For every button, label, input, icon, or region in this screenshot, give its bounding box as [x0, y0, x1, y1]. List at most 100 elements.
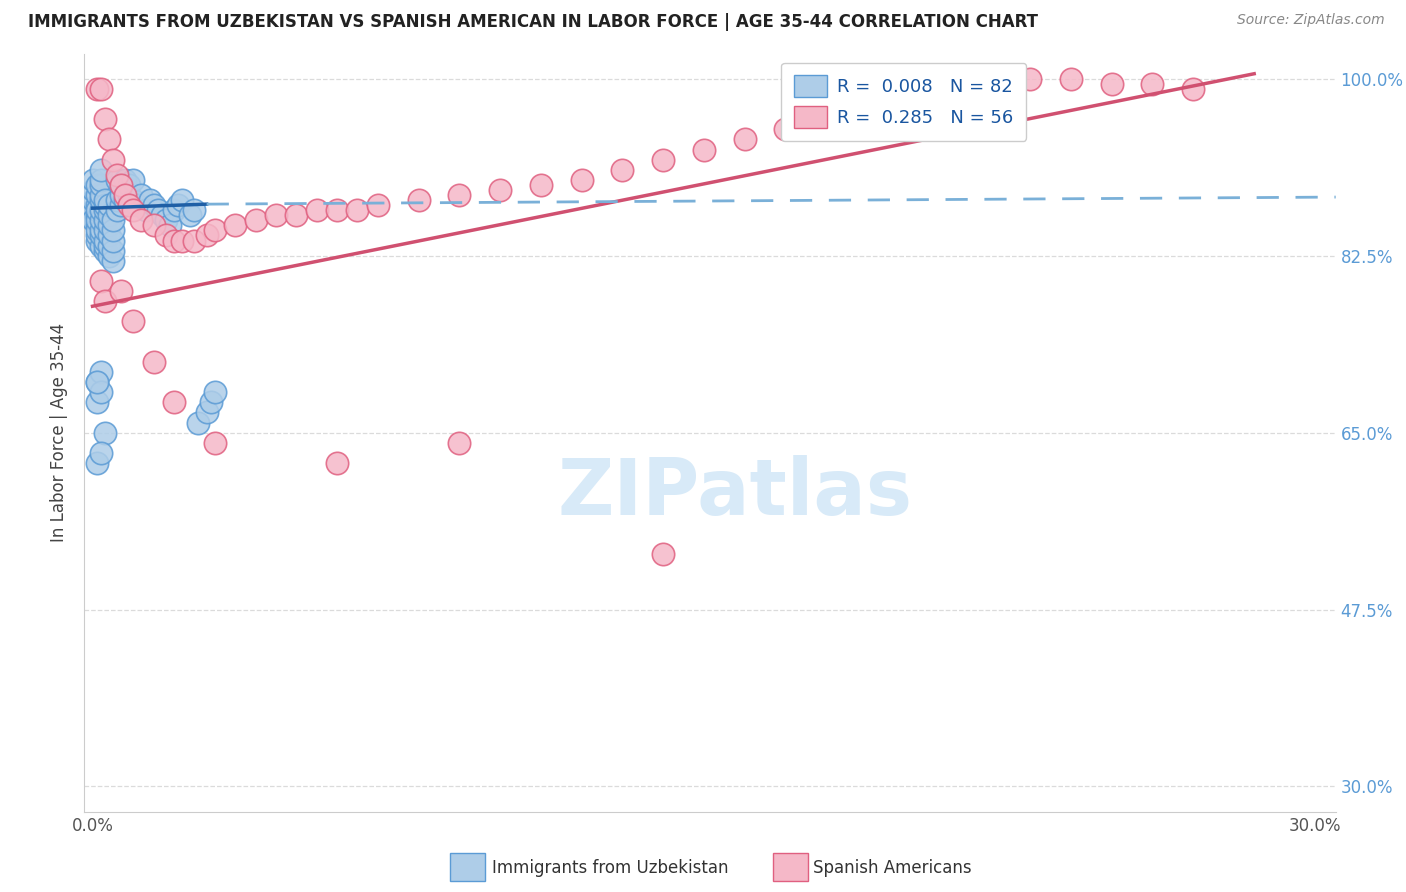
- Y-axis label: In Labor Force | Age 35-44: In Labor Force | Age 35-44: [51, 323, 69, 542]
- Point: [97, 132, 120, 146]
- Point: [90, 223, 112, 237]
- Point: [122, 193, 145, 207]
- Point: [93, 294, 115, 309]
- Point: [449, 188, 471, 202]
- Point: [1019, 71, 1042, 86]
- Point: [86, 208, 108, 222]
- Point: [264, 208, 287, 222]
- Point: [93, 112, 115, 127]
- Point: [114, 193, 136, 207]
- Point: [86, 82, 108, 96]
- Point: [346, 203, 368, 218]
- Point: [489, 183, 512, 197]
- Point: [90, 446, 112, 460]
- Point: [97, 208, 120, 222]
- Point: [122, 314, 145, 328]
- Point: [90, 203, 112, 218]
- Point: [146, 203, 169, 218]
- Point: [110, 198, 132, 212]
- Point: [86, 198, 108, 212]
- Point: [172, 234, 194, 248]
- Point: [86, 213, 108, 227]
- Point: [93, 193, 115, 207]
- Point: [612, 162, 634, 177]
- Point: [110, 178, 132, 192]
- Point: [195, 228, 218, 243]
- Point: [90, 188, 112, 202]
- Point: [897, 92, 920, 106]
- Point: [101, 223, 124, 237]
- Point: [571, 173, 593, 187]
- Point: [101, 253, 124, 268]
- Point: [105, 168, 128, 182]
- Point: [93, 244, 115, 258]
- Point: [134, 203, 156, 218]
- Text: IMMIGRANTS FROM UZBEKISTAN VS SPANISH AMERICAN IN LABOR FORCE | AGE 35-44 CORREL: IMMIGRANTS FROM UZBEKISTAN VS SPANISH AM…: [28, 13, 1038, 31]
- Point: [110, 178, 132, 192]
- Point: [204, 223, 226, 237]
- Point: [142, 219, 165, 233]
- Point: [90, 162, 112, 177]
- Point: [326, 456, 349, 470]
- Point: [183, 203, 205, 218]
- Point: [93, 425, 115, 440]
- Point: [367, 198, 389, 212]
- Point: [86, 223, 108, 237]
- Point: [93, 213, 115, 227]
- Point: [305, 203, 328, 218]
- Point: [155, 213, 177, 227]
- Point: [101, 244, 124, 258]
- Point: [86, 375, 108, 389]
- Point: [856, 102, 879, 116]
- Point: [90, 274, 112, 288]
- Point: [1060, 71, 1083, 86]
- Point: [97, 249, 120, 263]
- Point: [652, 153, 675, 167]
- Point: [163, 203, 186, 218]
- Point: [86, 228, 108, 243]
- Point: [167, 198, 190, 212]
- Point: [105, 203, 128, 218]
- Point: [285, 208, 308, 222]
- Point: [86, 188, 108, 202]
- Point: [652, 547, 675, 561]
- Text: ZIPatlas: ZIPatlas: [558, 455, 912, 532]
- Point: [224, 219, 246, 233]
- Point: [90, 228, 112, 243]
- Point: [82, 203, 104, 218]
- Point: [127, 198, 149, 212]
- Point: [163, 234, 186, 248]
- Point: [122, 203, 145, 218]
- Point: [530, 178, 553, 192]
- Point: [86, 178, 108, 192]
- Point: [142, 198, 165, 212]
- Text: Immigrants from Uzbekistan: Immigrants from Uzbekistan: [492, 859, 728, 877]
- Point: [93, 223, 115, 237]
- Point: [118, 178, 141, 192]
- Point: [90, 365, 112, 379]
- Point: [1182, 82, 1205, 96]
- Point: [86, 203, 108, 218]
- Point: [97, 219, 120, 233]
- Point: [693, 143, 716, 157]
- Point: [195, 405, 218, 419]
- Text: Spanish Americans: Spanish Americans: [813, 859, 972, 877]
- Point: [90, 193, 112, 207]
- Point: [326, 203, 349, 218]
- Text: Source: ZipAtlas.com: Source: ZipAtlas.com: [1237, 13, 1385, 28]
- Point: [86, 234, 108, 248]
- Point: [734, 132, 756, 146]
- Point: [155, 228, 177, 243]
- Point: [90, 82, 112, 96]
- Point: [163, 395, 186, 409]
- Point: [187, 416, 209, 430]
- Point: [90, 178, 112, 192]
- Point: [110, 188, 132, 202]
- Point: [93, 238, 115, 252]
- Point: [93, 234, 115, 248]
- Point: [1142, 77, 1164, 91]
- Point: [150, 208, 173, 222]
- Point: [82, 193, 104, 207]
- Point: [86, 395, 108, 409]
- Legend: R =  0.008   N = 82, R =  0.285   N = 56: R = 0.008 N = 82, R = 0.285 N = 56: [782, 62, 1026, 141]
